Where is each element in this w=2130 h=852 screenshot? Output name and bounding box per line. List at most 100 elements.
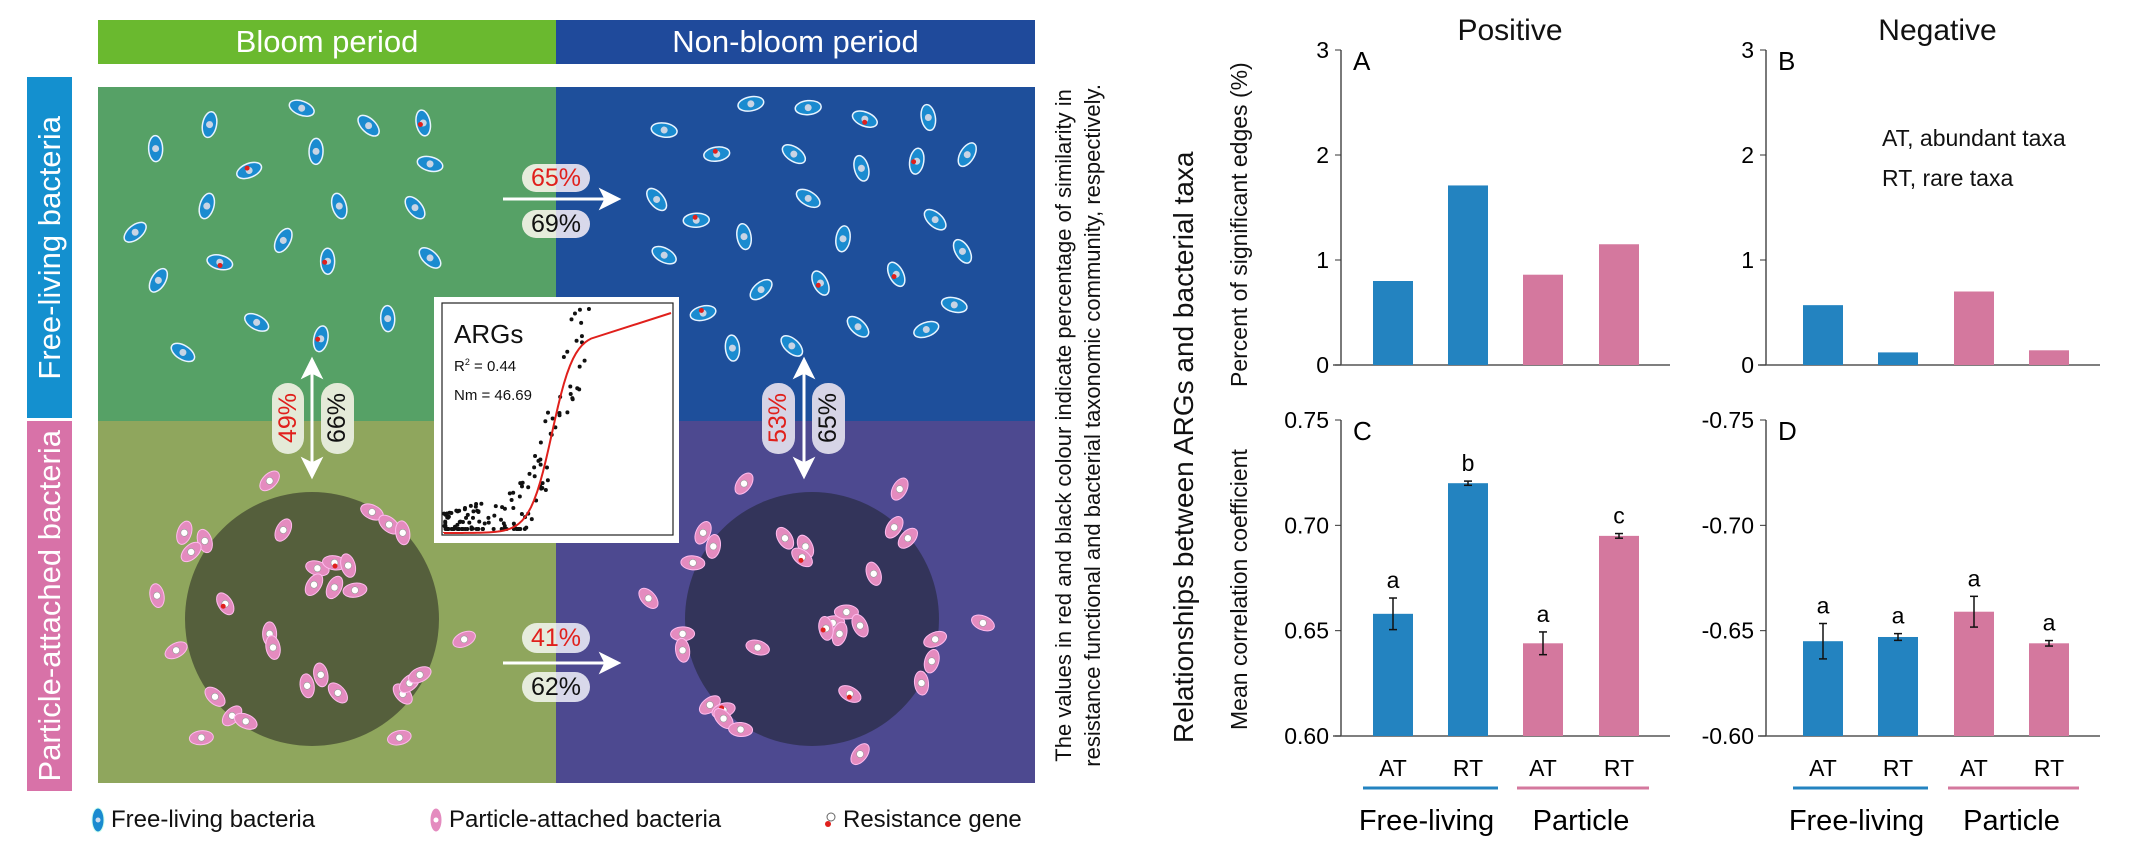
particle-attached-bacterium-icon (299, 673, 315, 699)
free-living-bacterium-icon (170, 342, 196, 363)
panel-letter: D (1778, 416, 1797, 446)
bacteria-illustration (123, 95, 995, 766)
free-living-bacterium-icon (201, 111, 218, 139)
free-living-bacterium-icon (920, 103, 937, 132)
particle-attached-bacterium-icon (452, 630, 476, 648)
resistance-gene-icon (244, 165, 250, 171)
cell-nucleus (303, 681, 311, 690)
scatter-point (471, 509, 476, 514)
cell-nucleus (411, 204, 419, 212)
scatter-point (550, 416, 555, 421)
y-tick-label: 2 (1741, 142, 1754, 168)
cell-nucleus (180, 528, 189, 537)
cell-nucleus (963, 151, 971, 159)
scatter-point (517, 494, 522, 499)
bar (1448, 483, 1488, 736)
scatter-point (449, 510, 454, 515)
free-living-bacterium-icon (886, 261, 906, 288)
free-living-bacterium-icon (308, 137, 324, 166)
cell-nucleus (187, 548, 195, 556)
cell-nucleus (801, 542, 810, 551)
particle-attached-bacterium-icon (833, 604, 859, 620)
free-living-bacterium-icon (851, 110, 878, 128)
panel-letter: C (1353, 416, 1372, 446)
cell-nucleus (979, 619, 987, 627)
cell-nucleus (753, 643, 762, 652)
resistance-gene-icon (692, 214, 698, 220)
particle-attached-bacterium-icon (923, 648, 940, 674)
bar (1448, 185, 1488, 365)
free-living-bacterium-icon (913, 320, 940, 339)
scatter-point (507, 491, 512, 496)
y-tick-label: 0.60 (1284, 723, 1329, 749)
scatter-point (565, 349, 570, 354)
legend-resistance-gene: Resistance gene (823, 806, 1022, 834)
free-living-bacterium-icon (737, 95, 765, 112)
particle-attached-bacterium-icon (233, 712, 258, 730)
y-tick-label: 3 (1741, 37, 1754, 63)
scatter-point (465, 512, 470, 517)
cell-nucleus (890, 523, 898, 532)
particle-attached-bacterium-icon (164, 641, 188, 660)
pill-nonbloom-taxonomic: 65% (812, 383, 845, 454)
particle-attached-bacterium-icon (851, 613, 869, 638)
cell-nucleus (365, 122, 373, 130)
scatter-point (482, 521, 487, 526)
free-living-bacterium-icon (795, 188, 821, 209)
scatter-point (527, 471, 532, 476)
scatter-point (577, 387, 582, 392)
scatter-point (557, 413, 562, 418)
x-tick-label: RT (2034, 755, 2064, 781)
scatter-point (532, 465, 537, 470)
cell-nucleus (197, 733, 206, 742)
free-living-bacterium-icon (794, 99, 822, 116)
cell-nucleus (699, 528, 707, 537)
particle-attached-bacterium-icon (395, 520, 411, 546)
y-tick-label: 0 (1316, 352, 1329, 378)
particle-attached-bacterium-icon (265, 635, 281, 660)
args-scatter (441, 302, 674, 536)
scatter-point (492, 513, 497, 518)
abbrev-at: AT, abundant taxa (1882, 125, 2066, 151)
particle-bloom (185, 492, 439, 746)
y-tick-label: 0.70 (1284, 512, 1329, 538)
inset-r2: R2 = 0.44 (454, 357, 516, 375)
particle-attached-bacterium-icon (304, 573, 324, 596)
y-tick-label: 0.75 (1284, 407, 1329, 433)
cell-nucleus (131, 228, 139, 236)
scatter-point (454, 508, 459, 513)
free-living-bacterium-icon (846, 315, 870, 338)
scatter-point (520, 480, 525, 485)
scatter-point (460, 519, 465, 524)
free-living-bacterium-icon (236, 161, 263, 180)
cell-nucleus (460, 635, 468, 644)
particle-attached-bacterium-icon (360, 503, 384, 521)
cell-nucleus (398, 528, 407, 537)
particle-attached-bacterium-icon (188, 730, 214, 746)
scatter-point (540, 481, 545, 486)
cell-nucleus (153, 591, 161, 600)
cell-nucleus (344, 561, 352, 570)
free-living-bacterium-icon (243, 312, 270, 332)
significance-letter: a (1968, 565, 1981, 591)
particle-attached-bacterium-icon (913, 670, 930, 696)
scatter-point (462, 507, 467, 512)
significance-letter: a (2043, 610, 2056, 636)
free-living-row-label: Free-living bacteria (27, 77, 72, 418)
group-label-particle: Particle (1533, 805, 1630, 837)
scatter-point (460, 527, 465, 531)
cell-nucleus (351, 586, 359, 594)
scatter-point (498, 517, 503, 522)
bloom-period-header: Bloom period (98, 20, 556, 64)
y-tick-label: 0 (1741, 352, 1754, 378)
particle-taxonomic-similarity: 62% (530, 672, 582, 701)
particle-attached-bacterium-icon (728, 721, 754, 738)
cell-nucleus (835, 630, 844, 638)
inset-title: ARGs (454, 319, 524, 349)
free-living-bacterium-icon (682, 212, 710, 228)
cell-nucleus (931, 216, 939, 224)
x-tick-label: AT (1379, 755, 1407, 781)
legend-free-living: Free-living bacteria (91, 806, 315, 834)
free-living-bacterium-icon (736, 222, 753, 251)
pill-particle-functional: 41% (522, 623, 590, 653)
